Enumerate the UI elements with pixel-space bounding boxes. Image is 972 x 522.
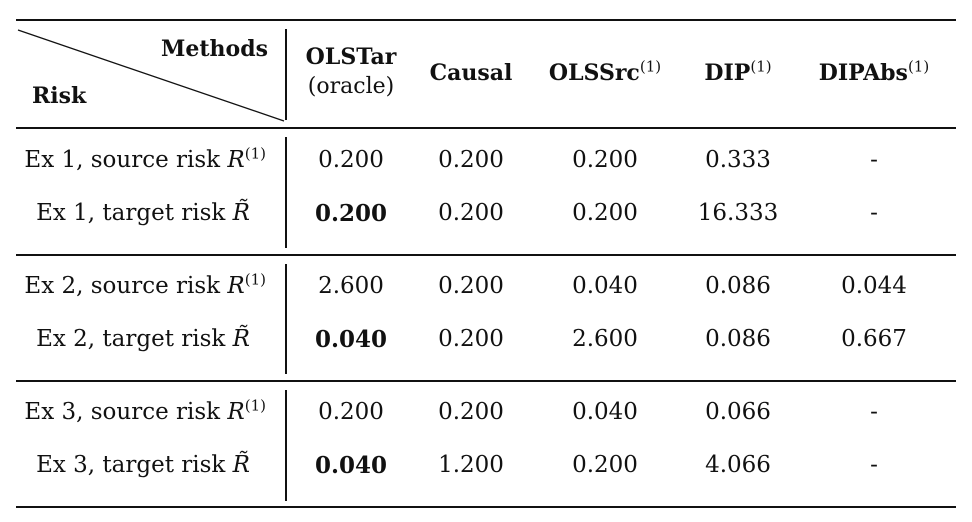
table-cell: 0.086 — [705, 273, 771, 299]
vertical-rule-header — [285, 29, 287, 120]
table-cell: 0.200 — [572, 452, 638, 478]
row-label-text: Ex 1, target risk — [36, 200, 233, 226]
table-cell: 0.086 — [705, 326, 771, 352]
table-cell: 0.200 — [572, 147, 638, 173]
table-cell: 0.200 — [314, 200, 388, 227]
table-cell: 0.040 — [314, 452, 388, 479]
row-label-text: Ex 1, source risk — [24, 147, 228, 173]
table-cell: 2.600 — [318, 273, 384, 299]
risk-symbol: R — [227, 273, 245, 299]
top-rule — [16, 19, 956, 21]
table-cell: 0.200 — [438, 399, 504, 425]
risk-header-label: Risk — [32, 83, 87, 109]
table-cell: 0.066 — [705, 399, 771, 425]
row-label: Ex 2, source risk R(1) — [24, 270, 266, 299]
table-cell: 0.040 — [572, 399, 638, 425]
row-label: Ex 3, source risk R(1) — [24, 396, 266, 425]
risk-symbol-superscript: (1) — [244, 270, 266, 289]
header-rule — [16, 127, 956, 129]
table-cell: - — [870, 200, 878, 226]
table-cell: 2.600 — [572, 326, 638, 352]
column-header-olssrc: OLSSrc(1) — [548, 57, 662, 86]
table-cell: 16.333 — [697, 200, 779, 226]
risk-symbol-superscript: (1) — [244, 396, 266, 415]
table-cell: 0.040 — [572, 273, 638, 299]
table-cell: 0.200 — [572, 200, 638, 226]
methods-header-label: Methods — [161, 36, 268, 62]
risk-symbol: R̃ — [232, 326, 250, 352]
risk-symbol: R — [227, 399, 245, 425]
vertical-rule-group-2 — [285, 264, 287, 374]
row-label: Ex 1, target risk R̃ — [36, 200, 250, 226]
row-label-text: Ex 2, target risk — [36, 326, 233, 352]
table-cell: 0.044 — [841, 273, 907, 299]
row-label: Ex 2, target risk R̃ — [36, 326, 250, 352]
column-header-dip: DIP(1) — [704, 57, 772, 86]
table-cell: 4.066 — [705, 452, 771, 478]
column-header-olstar: OLSTar — [305, 44, 397, 70]
table-cell: - — [870, 399, 878, 425]
row-label: Ex 1, source risk R(1) — [24, 144, 266, 173]
table-cell: 0.200 — [318, 147, 384, 173]
table-cell: 0.200 — [438, 273, 504, 299]
vertical-rule-group-1 — [285, 137, 287, 248]
risk-symbol: R̃ — [232, 452, 250, 478]
risk-symbol-superscript: (1) — [244, 144, 266, 163]
table-cell: 0.200 — [318, 399, 384, 425]
group-rule-2 — [16, 380, 956, 382]
table-cell: - — [870, 147, 878, 173]
row-label-text: Ex 3, target risk — [36, 452, 233, 478]
table-cell: 1.200 — [438, 452, 504, 478]
table-cell: - — [870, 452, 878, 478]
column-header-dipabs: DIPAbs(1) — [818, 57, 930, 86]
row-label-text: Ex 3, source risk — [24, 399, 228, 425]
column-header-olstar-subtitle: (oracle) — [307, 74, 395, 99]
table-cell: 0.667 — [841, 326, 907, 352]
column-header-causal: Causal — [429, 60, 513, 86]
row-label: Ex 3, target risk R̃ — [36, 452, 250, 478]
table-cell: 0.200 — [438, 200, 504, 226]
vertical-rule-group-3 — [285, 390, 287, 501]
table-cell: 0.040 — [314, 326, 388, 353]
row-label-text: Ex 2, source risk — [24, 273, 228, 299]
group-rule-1 — [16, 254, 956, 256]
table-cell: 0.200 — [438, 147, 504, 173]
table-cell: 0.200 — [438, 326, 504, 352]
risk-symbol: R — [227, 147, 245, 173]
risk-symbol: R̃ — [232, 200, 250, 226]
table-cell: 0.333 — [705, 147, 771, 173]
bottom-rule — [16, 506, 956, 508]
